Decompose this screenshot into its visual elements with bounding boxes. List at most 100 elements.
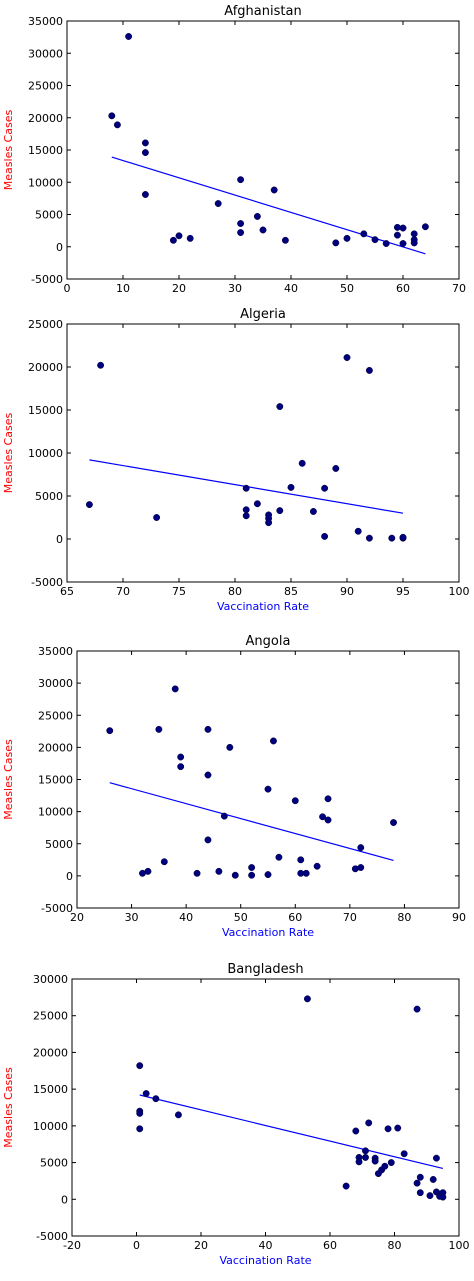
data-point [413,1005,421,1013]
x-tick-label: 50 [340,282,354,295]
x-tick-label: 80 [397,911,411,924]
data-point [237,176,245,184]
x-axis-label: Vaccination Rate [222,926,314,939]
data-point [321,532,329,540]
data-point [321,484,329,492]
x-tick-label: 60 [396,282,410,295]
y-tick-label: 10000 [33,1120,68,1133]
y-tick-label: 5000 [45,838,73,851]
data-point [313,862,321,870]
data-point [439,1193,447,1201]
x-tick-label: 70 [452,282,466,295]
y-tick-label: 15000 [28,144,63,157]
data-point [298,459,306,467]
data-point [354,527,362,535]
data-point [362,1147,369,1155]
data-point [171,685,179,693]
data-point [177,753,185,761]
y-tick-label: 30000 [38,677,73,690]
y-tick-label: 15000 [28,404,63,417]
x-tick-label: -20 [63,1239,81,1252]
data-point [141,149,149,157]
x-tick-label: 0 [64,282,71,295]
data-point [193,869,201,877]
x-tick-label: 40 [284,282,298,295]
regression-line [139,1094,444,1170]
data-point [186,234,194,242]
data-point [387,1159,395,1167]
data-point [281,236,289,244]
x-tick-label: 30 [125,911,139,924]
data-point [360,230,368,238]
data-point [275,853,283,861]
data-point [324,795,332,803]
y-tick-label: 5000 [35,490,63,503]
y-tick-label: 30000 [33,973,68,986]
data-point [97,361,105,369]
plot-frame [66,323,460,583]
data-point [160,858,168,866]
y-tick-label: 25000 [28,80,63,93]
data-point [136,1109,144,1117]
x-tick-label: 20 [70,911,84,924]
y-tick-label: 20000 [38,741,73,754]
data-point [365,1119,373,1127]
data-point [365,366,373,374]
data-point [242,506,250,514]
chart-title: Angola [246,634,291,649]
data-point [237,229,245,237]
data-point [343,354,351,361]
data-point [410,239,418,247]
data-point [416,1173,424,1181]
data-point [253,500,261,508]
data-point [426,1192,434,1200]
x-tick-label: 20 [172,282,186,295]
data-point [242,484,250,492]
y-tick-label: 15000 [38,774,73,787]
y-tick-label: 35000 [28,15,63,28]
x-tick-label: 20 [194,1239,208,1252]
data-point [270,186,278,194]
data-point [141,191,149,198]
plot-frame [71,978,460,1237]
data-point [332,239,340,247]
data-point [309,508,317,515]
x-tick-label: 60 [288,911,302,924]
y-axis-label: Measles Cases [2,413,15,494]
y-tick-label: 10000 [38,806,73,819]
data-point [332,465,340,472]
plot-frame [76,650,460,909]
data-point [204,771,212,779]
y-tick-label: 0 [61,1193,68,1206]
x-tick-label: 30 [228,282,242,295]
data-point [342,1182,350,1190]
data-point [371,236,379,244]
data-point [175,232,183,240]
data-point [125,33,133,40]
data-point [410,230,418,238]
data-point [399,533,407,541]
data-point [214,200,222,207]
data-point [381,1162,389,1170]
data-point [136,1125,144,1133]
data-point [152,1095,160,1103]
data-point [226,743,234,751]
data-point [204,725,212,733]
y-tick-label: -5000 [31,273,63,286]
y-tick-label: 0 [56,241,63,254]
data-point [276,403,284,411]
data-point [384,1125,392,1133]
y-tick-label: 15000 [33,1083,68,1096]
x-tick-label: 90 [452,911,466,924]
data-point [399,224,407,232]
x-tick-label: 10 [116,282,130,295]
chart-title: Algeria [240,307,286,322]
data-point [343,234,351,242]
data-point [416,1189,424,1197]
data-point [371,1157,379,1165]
data-point [248,864,256,871]
data-point [142,1090,150,1097]
data-point [113,121,121,129]
